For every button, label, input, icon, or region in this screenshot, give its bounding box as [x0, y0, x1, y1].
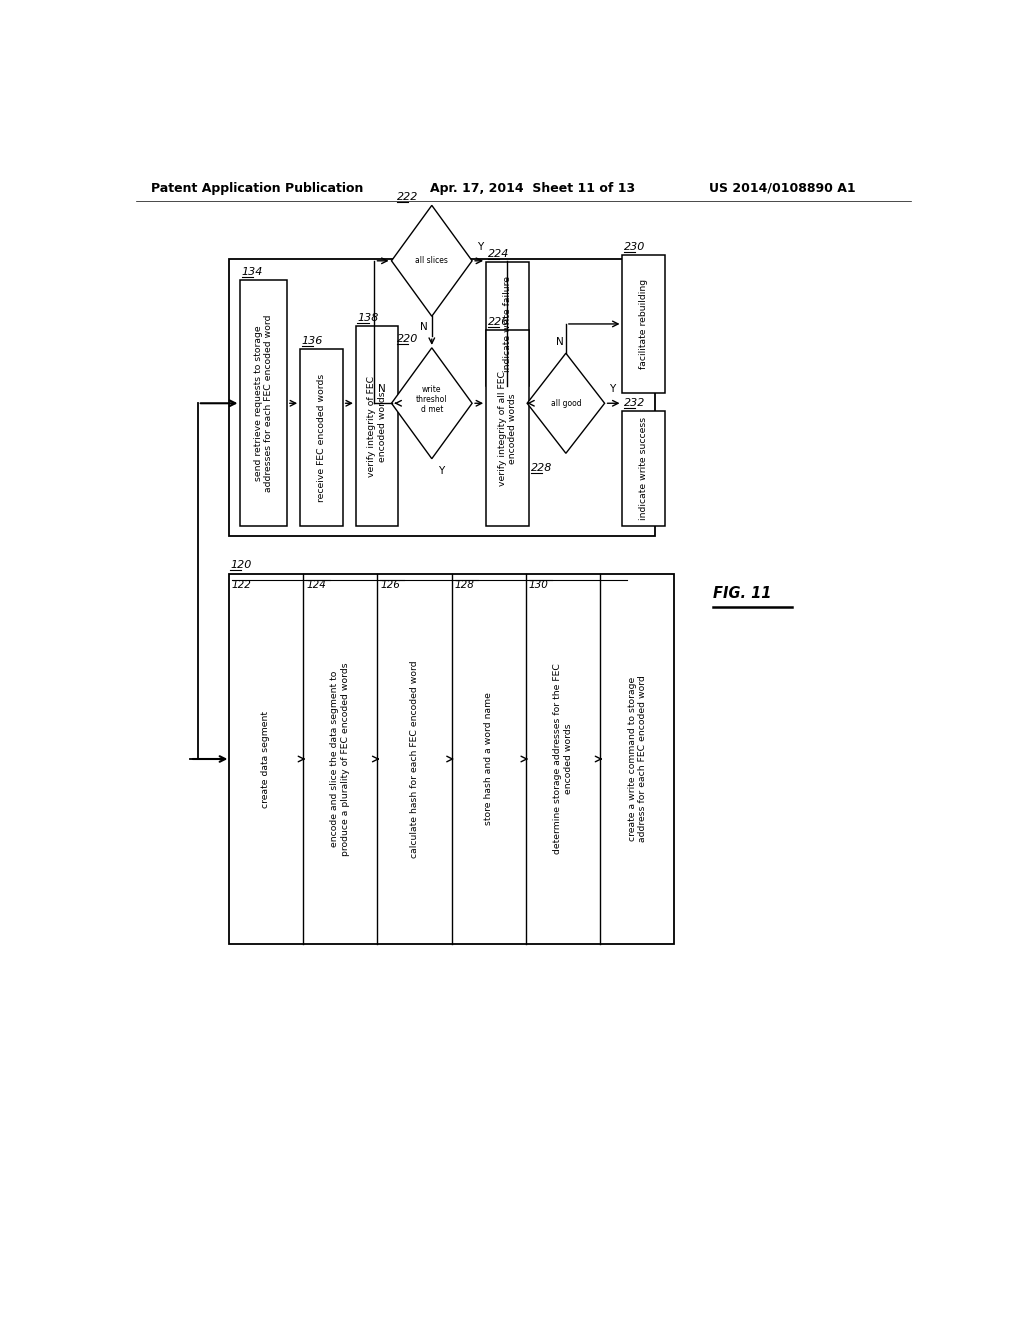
Bar [623, 411, 665, 527]
Text: N: N [378, 384, 385, 395]
Text: create data segment: create data segment [261, 710, 270, 808]
Text: 126: 126 [380, 581, 400, 590]
Text: Apr. 17, 2014  Sheet 11 of 13: Apr. 17, 2014 Sheet 11 of 13 [430, 182, 635, 194]
Text: 120: 120 [230, 561, 252, 570]
Text: 228: 228 [531, 462, 552, 473]
Polygon shape [391, 348, 472, 459]
Bar [356, 326, 398, 527]
Text: indicate write failure: indicate write failure [503, 276, 512, 372]
Text: N: N [556, 337, 563, 347]
Text: send retrieve requests to storage
addresses for each FEC encoded word: send retrieve requests to storage addres… [254, 314, 273, 492]
Bar [300, 350, 343, 527]
Text: all slices: all slices [416, 256, 449, 265]
Text: 230: 230 [624, 242, 645, 252]
Text: 124: 124 [306, 581, 326, 590]
Text: 134: 134 [242, 267, 263, 277]
Text: 138: 138 [357, 313, 379, 323]
Bar [486, 263, 528, 385]
Text: indicate write success: indicate write success [639, 417, 648, 520]
Text: Y: Y [477, 242, 483, 252]
Polygon shape [391, 206, 472, 317]
Bar [486, 330, 528, 527]
Text: calculate hash for each FEC encoded word: calculate hash for each FEC encoded word [410, 660, 419, 858]
Text: verify integrity of FEC
encoded words: verify integrity of FEC encoded words [368, 376, 387, 477]
Text: US 2014/0108890 A1: US 2014/0108890 A1 [710, 182, 856, 194]
Text: receive FEC encoded words: receive FEC encoded words [316, 374, 326, 502]
Text: Y: Y [609, 384, 615, 395]
Text: write
threshol
d met: write threshol d met [416, 384, 447, 414]
Text: 222: 222 [397, 191, 418, 202]
Text: verify integrity of all FEC
encoded words: verify integrity of all FEC encoded word… [498, 371, 517, 486]
Text: 226: 226 [487, 317, 509, 327]
Text: all good: all good [551, 399, 582, 408]
Polygon shape [527, 354, 604, 453]
Text: 130: 130 [529, 581, 549, 590]
Text: 232: 232 [624, 397, 645, 408]
Bar [228, 574, 675, 944]
Text: 220: 220 [397, 334, 418, 345]
Text: Patent Application Publication: Patent Application Publication [152, 182, 364, 194]
Bar [623, 255, 665, 393]
Text: 128: 128 [455, 581, 474, 590]
Text: Y: Y [438, 466, 444, 477]
Text: encode and slice the data segment to
produce a plurality of FEC encoded words: encode and slice the data segment to pro… [331, 663, 350, 855]
Text: create a write command to storage
address for each FEC encoded word: create a write command to storage addres… [628, 676, 647, 842]
Bar [228, 259, 655, 536]
Bar [241, 280, 287, 527]
Text: 122: 122 [231, 581, 252, 590]
Text: 224: 224 [487, 249, 509, 259]
Text: determine storage addresses for the FEC
encoded words: determine storage addresses for the FEC … [553, 664, 572, 854]
Text: store hash and a word name: store hash and a word name [484, 693, 494, 825]
Text: facilitate rebuilding: facilitate rebuilding [639, 279, 648, 370]
Text: N: N [420, 322, 428, 333]
Text: 136: 136 [302, 337, 323, 346]
Text: FIG. 11: FIG. 11 [713, 586, 771, 601]
